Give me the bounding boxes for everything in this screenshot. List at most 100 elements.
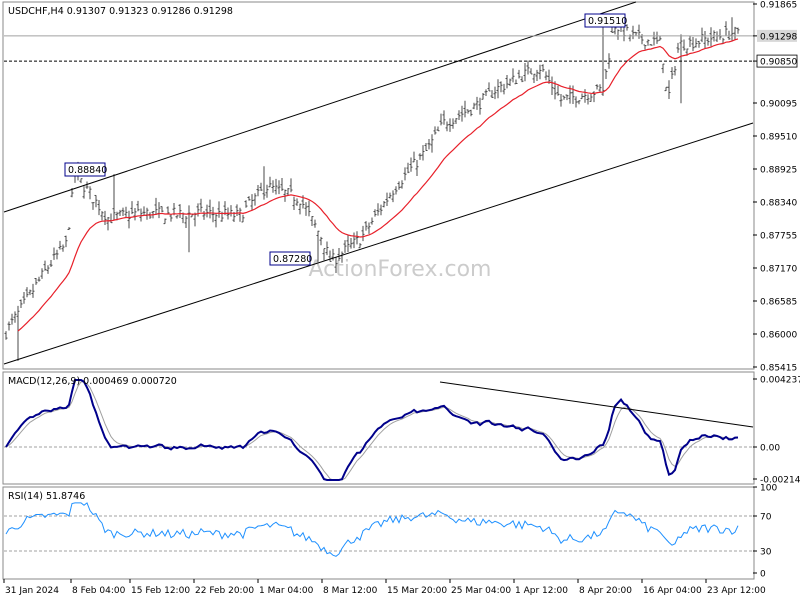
price-bar xyxy=(436,126,440,132)
price-bar xyxy=(643,44,647,50)
price-bar xyxy=(430,134,434,153)
price-bar xyxy=(676,42,680,53)
price-bar xyxy=(316,230,320,262)
price-bar xyxy=(472,102,476,110)
price-bar xyxy=(580,93,584,100)
price-bar xyxy=(145,207,149,220)
price-bar xyxy=(517,69,521,79)
price-bar xyxy=(25,287,29,298)
price-bar xyxy=(268,176,272,188)
price-annotation: 0.91510 xyxy=(584,13,627,28)
price-bar xyxy=(661,63,665,74)
price-bar xyxy=(493,86,497,100)
price-bar xyxy=(655,31,659,44)
price-bar xyxy=(616,29,620,40)
price-bar xyxy=(394,186,398,195)
price-bar xyxy=(94,194,98,208)
price-bar xyxy=(583,89,587,103)
price-bar xyxy=(343,240,347,253)
x-tick-label: 16 Apr 04:00 xyxy=(643,586,702,596)
price-bar xyxy=(208,199,212,219)
level-price-tag xyxy=(756,54,798,68)
price-bar xyxy=(82,186,86,199)
price-bar xyxy=(631,25,635,40)
price-bar xyxy=(400,180,404,189)
price-bar xyxy=(595,84,599,90)
price-bar xyxy=(256,184,260,197)
annotation-box xyxy=(269,251,311,266)
price-bar xyxy=(406,162,410,174)
price-bar xyxy=(469,109,473,117)
price-bar xyxy=(85,181,89,189)
price-bar xyxy=(229,205,233,217)
price-bar xyxy=(244,200,248,208)
price-bar xyxy=(133,207,137,221)
x-tick-label: 15 Feb 12:00 xyxy=(131,586,190,596)
price-bar xyxy=(55,249,59,260)
price-annotation: 0.88840 xyxy=(64,162,107,177)
price-bar xyxy=(397,181,401,190)
price-bar xyxy=(715,31,719,43)
rsi-y-tick-label: 30 xyxy=(760,548,772,558)
price-bar xyxy=(334,257,338,274)
x-tick-label: 1 Apr 12:00 xyxy=(515,586,568,596)
macd-y-tick-label: 0.004237 xyxy=(760,376,800,386)
price-bar xyxy=(157,202,161,219)
price-bar xyxy=(7,321,11,331)
price-bar xyxy=(13,311,17,323)
price-bar xyxy=(274,178,278,195)
rsi-layer xyxy=(4,502,753,557)
price-bar xyxy=(478,97,482,115)
price-y-tick-label: 0.90850 xyxy=(760,58,797,68)
price-bar xyxy=(433,126,437,135)
current-price-tag xyxy=(757,29,797,42)
price-bar xyxy=(562,95,566,100)
price-bar xyxy=(709,27,713,47)
price-bar xyxy=(193,212,197,227)
price-bar xyxy=(382,200,386,208)
price-bar xyxy=(262,166,266,200)
annotation-label: 0.87280 xyxy=(273,254,312,265)
price-bar xyxy=(118,209,122,217)
price-bar xyxy=(253,193,257,206)
price-bar xyxy=(214,212,218,228)
rsi-y-tick-label: 0 xyxy=(760,570,766,580)
price-bar xyxy=(682,39,686,51)
macd-trendline xyxy=(439,381,754,428)
price-bar xyxy=(466,109,470,114)
macd-layer xyxy=(4,379,754,481)
price-bar xyxy=(346,234,350,253)
price-bar xyxy=(49,260,53,268)
price-bar xyxy=(136,200,140,212)
price-bar xyxy=(337,248,341,261)
price-bar xyxy=(16,305,20,361)
price-bar xyxy=(115,211,119,221)
price-y-tick-label: 0.88925 xyxy=(760,166,797,176)
price-bar xyxy=(322,248,326,261)
price-y-tick-label: 0.85415 xyxy=(760,364,797,374)
price-bar xyxy=(499,81,503,93)
price-bar xyxy=(130,201,134,215)
price-bar xyxy=(388,192,392,199)
price-bar xyxy=(175,215,179,219)
price-y-tick-label: 0.87170 xyxy=(760,265,797,275)
price-bar xyxy=(448,118,452,132)
price-bar xyxy=(259,182,263,191)
price-annotation: 0.87280 xyxy=(269,251,312,266)
price-bar xyxy=(196,203,200,217)
rsi-y-tick-label: 70 xyxy=(760,513,772,523)
price-bar xyxy=(706,37,710,46)
price-bar xyxy=(58,240,62,250)
price-bar xyxy=(121,207,125,216)
price-bar xyxy=(295,198,299,206)
price-bar xyxy=(541,64,545,72)
channel-lower-line xyxy=(3,122,754,365)
price-bar xyxy=(319,236,323,246)
price-bar xyxy=(286,188,290,196)
price-bar xyxy=(667,80,671,99)
watermark: ActionForex.com xyxy=(309,257,492,282)
price-bar xyxy=(724,21,728,36)
price-bar xyxy=(307,200,311,217)
price-bar xyxy=(556,85,560,96)
